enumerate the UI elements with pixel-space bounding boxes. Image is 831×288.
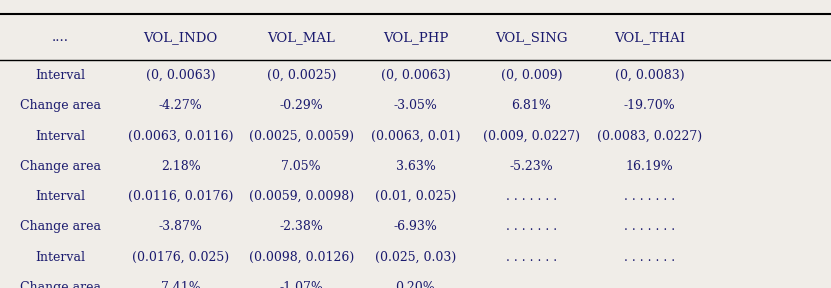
Text: 3.63%: 3.63% (396, 160, 435, 173)
Text: (0.0176, 0.025): (0.0176, 0.025) (132, 251, 229, 264)
Text: 7.41%: 7.41% (161, 281, 200, 288)
Text: . . . . . . .: . . . . . . . (624, 281, 675, 288)
Text: . . . . . . .: . . . . . . . (506, 251, 557, 264)
Text: -1.07%: -1.07% (279, 281, 323, 288)
Text: -0.29%: -0.29% (279, 99, 323, 112)
Text: -2.38%: -2.38% (279, 220, 323, 233)
Text: (0.009, 0.0227): (0.009, 0.0227) (483, 130, 580, 143)
Text: (0.0083, 0.0227): (0.0083, 0.0227) (597, 130, 702, 143)
Text: (0.025, 0.03): (0.025, 0.03) (375, 251, 456, 264)
Text: -3.05%: -3.05% (394, 99, 437, 112)
Text: (0.0098, 0.0126): (0.0098, 0.0126) (248, 251, 354, 264)
Text: 2.18%: 2.18% (161, 160, 200, 173)
Text: . . . . . . .: . . . . . . . (624, 220, 675, 233)
Text: VOL_INDO: VOL_INDO (144, 31, 218, 44)
Text: 0.20%: 0.20% (396, 281, 435, 288)
Text: Interval: Interval (35, 130, 86, 143)
Text: 6.81%: 6.81% (512, 99, 551, 112)
Text: (0.0063, 0.01): (0.0063, 0.01) (371, 130, 460, 143)
Text: . . . . . . .: . . . . . . . (506, 220, 557, 233)
Text: ....: .... (52, 31, 69, 44)
Text: -4.27%: -4.27% (159, 99, 203, 112)
Text: . . . . . . .: . . . . . . . (624, 251, 675, 264)
Text: (0.0063, 0.0116): (0.0063, 0.0116) (128, 130, 234, 143)
Text: (0.0059, 0.0098): (0.0059, 0.0098) (248, 190, 354, 203)
Text: Change area: Change area (20, 99, 101, 112)
Text: Interval: Interval (35, 190, 86, 203)
Text: (0, 0.0025): (0, 0.0025) (267, 69, 336, 82)
Text: -5.23%: -5.23% (509, 160, 553, 173)
Text: (0.0116, 0.0176): (0.0116, 0.0176) (128, 190, 234, 203)
Text: (0, 0.0063): (0, 0.0063) (146, 69, 215, 82)
Text: (0, 0.0063): (0, 0.0063) (381, 69, 450, 82)
Text: (0.01, 0.025): (0.01, 0.025) (375, 190, 456, 203)
Text: (0, 0.0083): (0, 0.0083) (615, 69, 684, 82)
Text: VOL_THAI: VOL_THAI (614, 31, 685, 44)
Text: (0, 0.009): (0, 0.009) (500, 69, 563, 82)
Text: . . . . . . .: . . . . . . . (624, 190, 675, 203)
Text: 16.19%: 16.19% (626, 160, 673, 173)
Text: Change area: Change area (20, 281, 101, 288)
Text: (0.0025, 0.0059): (0.0025, 0.0059) (248, 130, 354, 143)
Text: VOL_MAL: VOL_MAL (268, 31, 335, 44)
Text: Change area: Change area (20, 220, 101, 233)
Text: Interval: Interval (35, 251, 86, 264)
Text: . . . . . . .: . . . . . . . (506, 190, 557, 203)
Text: Interval: Interval (35, 69, 86, 82)
Text: VOL_SING: VOL_SING (495, 31, 568, 44)
Text: -3.87%: -3.87% (159, 220, 203, 233)
Text: 7.05%: 7.05% (282, 160, 321, 173)
Text: -6.93%: -6.93% (394, 220, 437, 233)
Text: VOL_PHP: VOL_PHP (383, 31, 448, 44)
Text: -19.70%: -19.70% (623, 99, 676, 112)
Text: . . . . . . .: . . . . . . . (506, 281, 557, 288)
Text: Change area: Change area (20, 160, 101, 173)
